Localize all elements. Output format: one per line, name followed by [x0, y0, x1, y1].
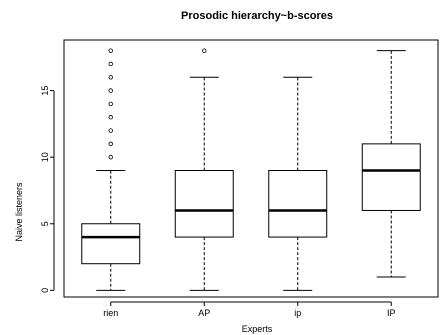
- x-tick-label: AP: [198, 308, 210, 318]
- y-tick-label: 15: [40, 86, 50, 96]
- outlier-point: [108, 101, 113, 107]
- outlier-point: [108, 154, 113, 160]
- y-axis-label: Naive listeners: [14, 182, 24, 242]
- box-rien: [81, 223, 141, 265]
- outlier-point: [108, 61, 113, 67]
- x-tick-label: ip: [294, 308, 301, 318]
- y-tick-label: 0: [40, 288, 50, 293]
- plot-frame: [63, 39, 439, 298]
- x-axis-label: Experts: [242, 324, 273, 334]
- box-ap: [174, 169, 234, 238]
- outlier-point: [108, 128, 113, 133]
- x-tick-label: rien: [103, 308, 118, 318]
- outlier-point: [108, 48, 113, 53]
- outlier-point: [108, 75, 113, 80]
- box-ip: [361, 143, 421, 211]
- box-ip: [268, 169, 328, 238]
- outlier-point: [108, 115, 113, 120]
- outlier-point: [108, 88, 113, 93]
- outlier-point: [108, 141, 113, 147]
- y-tick-label: 10: [40, 152, 50, 162]
- y-tick-label: 5: [40, 221, 50, 226]
- x-tick-label: IP: [387, 308, 396, 318]
- outlier-point: [202, 48, 207, 53]
- chart-title: Prosodic hierarchy~b-scores: [181, 10, 333, 22]
